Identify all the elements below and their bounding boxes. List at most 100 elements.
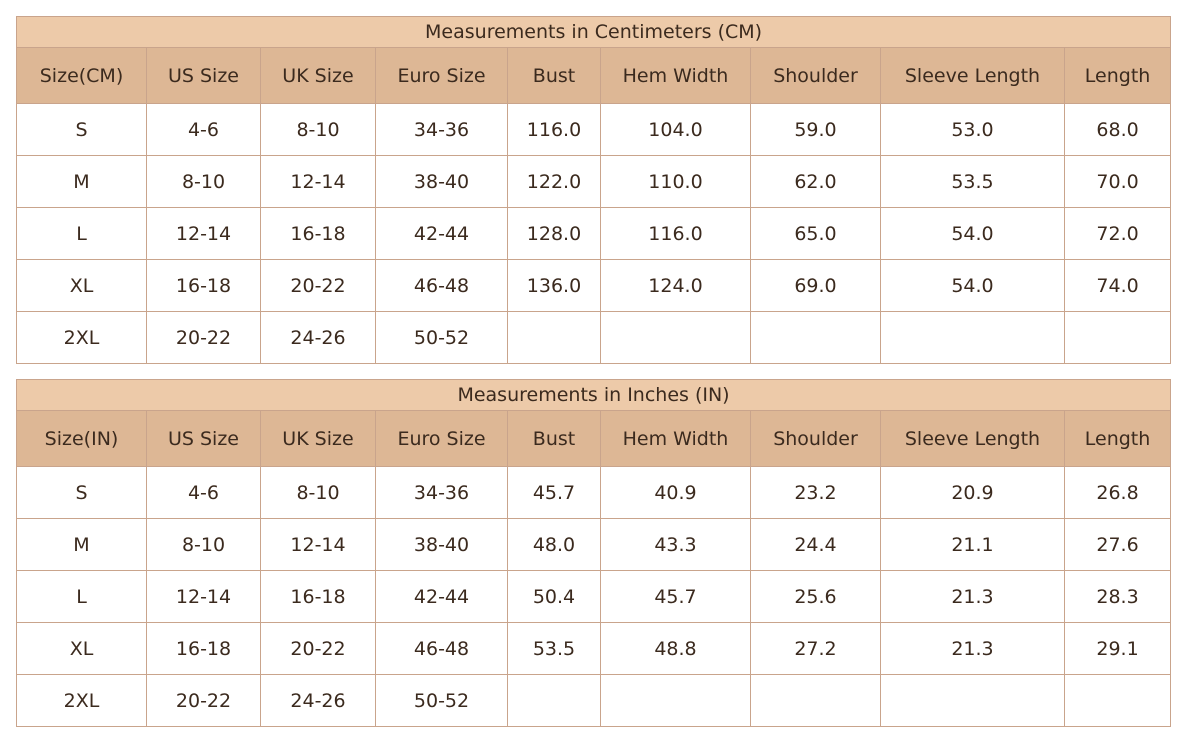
empty-cell bbox=[1063, 311, 1172, 364]
data-cell: L bbox=[16, 207, 147, 260]
header-cell: Euro Size bbox=[375, 410, 508, 467]
data-cell: 20-22 bbox=[260, 259, 376, 312]
data-row: L 12-14 16-18 42-44 50.4 45.7 25.6 21.3 28.3 bbox=[16, 570, 1172, 623]
size-table: Measurements in Inches (IN) Size(IN) US Si… bbox=[15, 379, 1172, 727]
data-cell: 38-40 bbox=[375, 518, 508, 571]
data-cell: 46-48 bbox=[375, 622, 508, 675]
header-cell: Size(CM) bbox=[16, 47, 147, 104]
empty-cell bbox=[507, 674, 601, 727]
header-cell: Hem Width bbox=[600, 47, 751, 104]
data-cell: 26.8 bbox=[1063, 466, 1172, 519]
data-cell: 116.0 bbox=[507, 103, 601, 156]
data-cell: M bbox=[16, 155, 147, 208]
data-cell: 16-18 bbox=[260, 570, 376, 623]
empty-cell bbox=[880, 674, 1065, 727]
empty-cell bbox=[750, 674, 881, 727]
data-cell: 24.4 bbox=[750, 518, 881, 571]
data-cell: 48.0 bbox=[507, 518, 601, 571]
header-row: Size(IN) US Size UK Size Euro Size Bust Hem W… bbox=[16, 410, 1172, 467]
data-cell: 72.0 bbox=[1063, 207, 1172, 260]
data-cell: 45.7 bbox=[600, 570, 751, 623]
empty-cell bbox=[600, 674, 751, 727]
data-cell: 50.4 bbox=[507, 570, 601, 623]
header-cell: Sleeve Length bbox=[880, 410, 1065, 467]
title-row: Measurements in Centimeters (CM) bbox=[15, 16, 1172, 48]
data-cell: 69.0 bbox=[750, 259, 881, 312]
data-cell: 28.3 bbox=[1063, 570, 1172, 623]
data-cell: 34-36 bbox=[375, 103, 508, 156]
header-cell: UK Size bbox=[260, 410, 376, 467]
data-cell: XL bbox=[16, 259, 147, 312]
data-cell: 8-10 bbox=[146, 518, 261, 571]
data-cell: 8-10 bbox=[260, 103, 376, 156]
data-row: XL 16-18 20-22 46-48 136.0 124.0 69.0 54.0 74.0 bbox=[16, 259, 1172, 312]
data-cell: 50-52 bbox=[375, 311, 508, 364]
data-cell: 53.5 bbox=[507, 622, 601, 675]
title-row: Measurements in Inches (IN) bbox=[15, 379, 1172, 411]
size-table: Measurements in Centimeters (CM) Size(CM)… bbox=[15, 16, 1172, 364]
data-cell: 45.7 bbox=[507, 466, 601, 519]
data-row: L 12-14 16-18 42-44 128.0 116.0 65.0 54.0 72.0 bbox=[16, 207, 1172, 260]
header-cell: Length bbox=[1063, 47, 1172, 104]
data-cell: 4-6 bbox=[146, 466, 261, 519]
data-row: 2XL 20-22 24-26 50-52 bbox=[16, 674, 1172, 727]
data-cell: 29.1 bbox=[1063, 622, 1172, 675]
data-row: S 4-6 8-10 34-36 116.0 104.0 59.0 53.0 68.0 bbox=[16, 103, 1172, 156]
header-cell: UK Size bbox=[260, 47, 376, 104]
data-cell: 2XL bbox=[16, 674, 147, 727]
data-cell: L bbox=[16, 570, 147, 623]
data-cell: 104.0 bbox=[600, 103, 751, 156]
data-cell: 116.0 bbox=[600, 207, 751, 260]
header-row: Size(CM) US Size UK Size Euro Size Bust Hem W… bbox=[16, 47, 1172, 104]
table-body: Measurements in Centimeters (CM) Size(CM)… bbox=[15, 16, 1172, 364]
header-cell: Euro Size bbox=[375, 47, 508, 104]
data-cell: 34-36 bbox=[375, 466, 508, 519]
data-cell: 12-14 bbox=[146, 207, 261, 260]
data-cell: 4-6 bbox=[146, 103, 261, 156]
empty-cell bbox=[600, 311, 751, 364]
header-cell: Bust bbox=[507, 410, 601, 467]
data-cell: 43.3 bbox=[600, 518, 751, 571]
data-cell: S bbox=[16, 103, 147, 156]
data-cell: 12-14 bbox=[260, 518, 376, 571]
data-cell: 136.0 bbox=[507, 259, 601, 312]
table-title: Measurements in Inches (IN) bbox=[15, 379, 1172, 411]
data-cell: 2XL bbox=[16, 311, 147, 364]
header-cell: US Size bbox=[146, 410, 261, 467]
header-cell: US Size bbox=[146, 47, 261, 104]
data-cell: 20-22 bbox=[260, 622, 376, 675]
header-cell: Bust bbox=[507, 47, 601, 104]
data-cell: 53.0 bbox=[880, 103, 1065, 156]
empty-cell bbox=[1063, 674, 1172, 727]
empty-cell bbox=[880, 311, 1065, 364]
data-cell: 42-44 bbox=[375, 207, 508, 260]
data-cell: 59.0 bbox=[750, 103, 881, 156]
data-cell: 16-18 bbox=[146, 259, 261, 312]
data-row: S 4-6 8-10 34-36 45.7 40.9 23.2 20.9 26.8 bbox=[16, 466, 1172, 519]
data-cell: 53.5 bbox=[880, 155, 1065, 208]
empty-cell bbox=[750, 311, 881, 364]
data-cell: 54.0 bbox=[880, 207, 1065, 260]
data-cell: 23.2 bbox=[750, 466, 881, 519]
data-cell: 27.6 bbox=[1063, 518, 1172, 571]
data-cell: 128.0 bbox=[507, 207, 601, 260]
data-cell: XL bbox=[16, 622, 147, 675]
data-cell: 16-18 bbox=[260, 207, 376, 260]
header-cell: Sleeve Length bbox=[880, 47, 1065, 104]
data-cell: 110.0 bbox=[600, 155, 751, 208]
data-cell: 21.1 bbox=[880, 518, 1065, 571]
data-cell: 70.0 bbox=[1063, 155, 1172, 208]
data-cell: 124.0 bbox=[600, 259, 751, 312]
data-cell: S bbox=[16, 466, 147, 519]
table-body: Measurements in Inches (IN) Size(IN) US Si… bbox=[15, 379, 1172, 727]
empty-cell bbox=[507, 311, 601, 364]
data-cell: 8-10 bbox=[260, 466, 376, 519]
data-cell: M bbox=[16, 518, 147, 571]
header-cell: Size(IN) bbox=[16, 410, 147, 467]
data-cell: 40.9 bbox=[600, 466, 751, 519]
data-cell: 65.0 bbox=[750, 207, 881, 260]
table-title: Measurements in Centimeters (CM) bbox=[15, 16, 1172, 48]
data-cell: 24-26 bbox=[260, 311, 376, 364]
data-cell: 20-22 bbox=[146, 674, 261, 727]
header-cell: Length bbox=[1063, 410, 1172, 467]
